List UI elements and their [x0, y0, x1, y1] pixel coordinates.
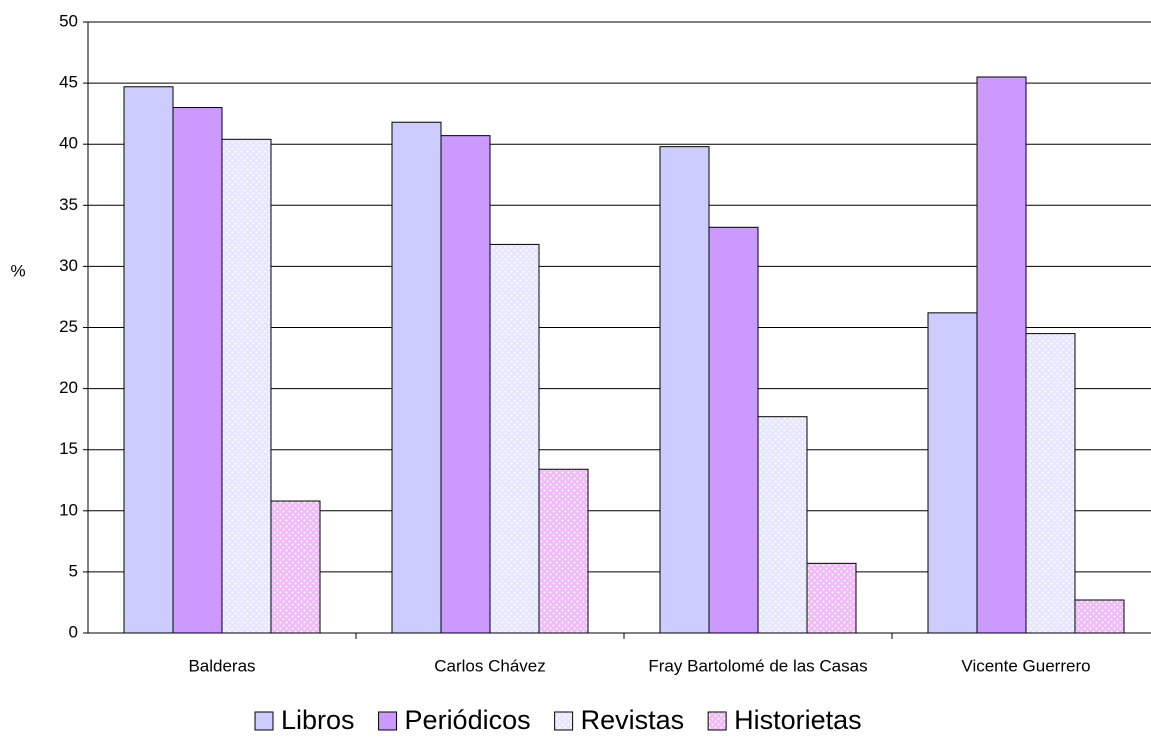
bar	[1074, 599, 1125, 634]
x-tick-label: Fray Bartolomé de las Casas	[648, 656, 867, 675]
bar	[927, 312, 978, 634]
bar	[757, 416, 808, 634]
y-tick-label: 0	[69, 622, 78, 641]
y-tick-label: 35	[59, 195, 78, 214]
bar	[221, 138, 272, 634]
bar	[123, 86, 174, 634]
bar	[806, 562, 857, 634]
x-tick-label: Carlos Chávez	[434, 656, 546, 675]
bar	[1025, 333, 1076, 634]
bar	[440, 135, 491, 634]
y-tick-label: 40	[59, 134, 78, 153]
bar	[391, 121, 442, 634]
x-tick-label: Vicente Guerrero	[961, 656, 1090, 675]
legend-swatch	[707, 711, 727, 731]
bar	[708, 226, 759, 634]
legend-label: Historietas	[734, 705, 862, 735]
x-tick-label: Balderas	[188, 656, 255, 675]
bar	[489, 243, 540, 634]
bar	[659, 146, 710, 634]
legend-swatch	[378, 711, 398, 731]
bar	[538, 468, 589, 634]
legend-swatch	[254, 711, 274, 731]
y-tick-label: 20	[59, 378, 78, 397]
y-tick-label: 30	[59, 256, 78, 275]
legend-label: Revistas	[581, 705, 685, 735]
y-tick-label: 45	[59, 73, 78, 92]
legend-label: Periódicos	[405, 705, 531, 735]
y-tick-label: 25	[59, 317, 78, 336]
y-tick-label: 5	[69, 561, 78, 580]
bar	[172, 107, 223, 634]
legend-label: Libros	[281, 705, 355, 735]
y-tick-label: 50	[59, 11, 78, 30]
bar	[976, 76, 1027, 634]
y-axis-label: %	[10, 261, 25, 280]
legend-swatch	[554, 711, 574, 731]
y-tick-label: 10	[59, 500, 78, 519]
bar	[270, 500, 321, 634]
y-tick-label: 15	[59, 439, 78, 458]
